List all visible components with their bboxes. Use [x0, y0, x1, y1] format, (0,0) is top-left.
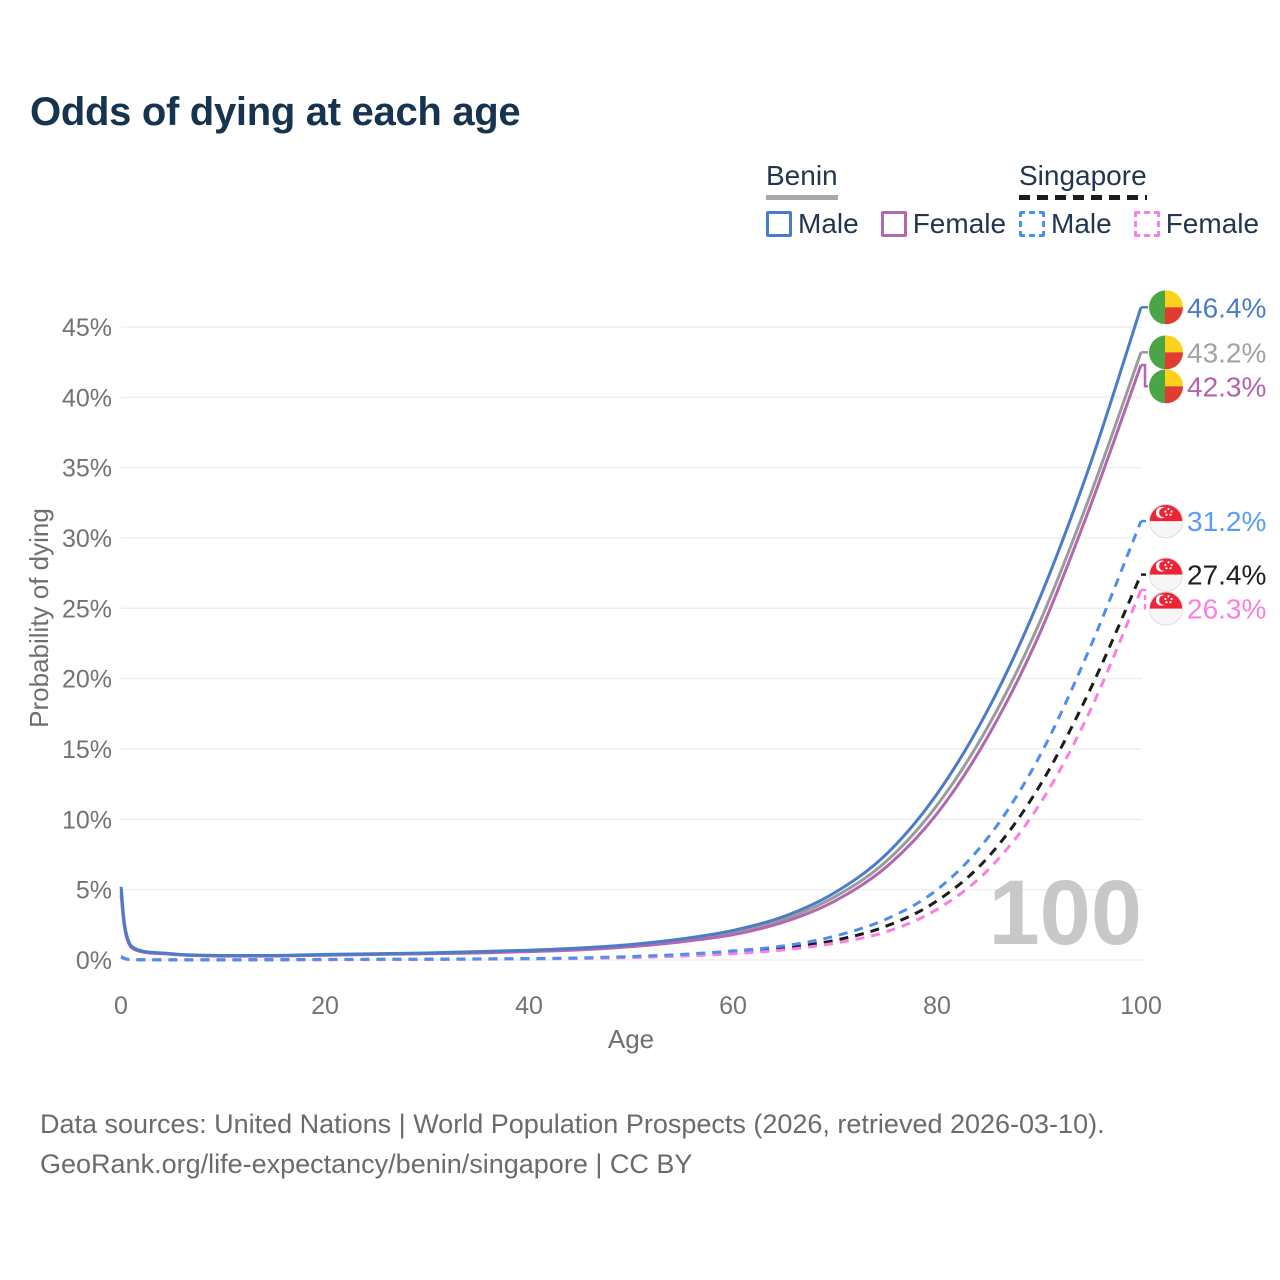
series-line-singapore-female [120, 589, 1143, 962]
singapore-female-swatch-icon [1133, 211, 1160, 237]
y-tick-label: 40% [62, 384, 112, 412]
benin-flag-icon [1149, 369, 1183, 404]
end-label-benin-female: 42.3% [1187, 371, 1266, 402]
end-label-singapore-both: 27.4% [1187, 560, 1266, 591]
y-tick-label: 45% [62, 314, 112, 342]
data-source-note: Data sources: United Nations | World Pop… [40, 1104, 1105, 1184]
label-connector-benin-female [1141, 363, 1148, 388]
x-tick-label: 20 [311, 992, 339, 1020]
singapore-flag-icon [1148, 557, 1184, 592]
y-tick-label: 25% [62, 595, 112, 623]
legend-header-label: Singapore [1019, 160, 1147, 191]
y-tick-label: 10% [62, 806, 112, 834]
singapore-flag-icon [1148, 591, 1184, 626]
legend-group-singapore: Singapore Male Female [1019, 160, 1280, 240]
end-label-singapore-male: 31.2% [1187, 506, 1266, 537]
x-axis-title: Age [608, 1024, 654, 1054]
legend-header-label: Benin [766, 160, 838, 191]
x-tick-label: 100 [1120, 992, 1162, 1020]
benin-line-style-swatch [766, 195, 838, 200]
series-line-benin-male [119, 306, 1143, 958]
benin-flag-icon [1149, 290, 1183, 325]
y-tick-label: 20% [62, 666, 112, 694]
singapore-flag-icon [1148, 504, 1184, 539]
singapore-male-swatch-icon [1019, 211, 1045, 237]
y-tick-label: 15% [62, 736, 112, 764]
series-line-singapore-both [120, 573, 1143, 962]
series-line-singapore-male [120, 520, 1143, 962]
x-tick-label: 80 [923, 992, 951, 1020]
legend-items-singapore: Male Female [1019, 208, 1280, 240]
legend-item-label: Female [912, 208, 1007, 239]
x-tick-label: 40 [515, 992, 543, 1020]
legend-item-label: Male [1051, 208, 1112, 239]
label-connector-singapore-female [1141, 588, 1148, 610]
legend-group-benin: Benin Male Female [766, 160, 1028, 240]
age-counter-watermark: 100 [989, 862, 1143, 964]
end-label-singapore-female: 26.3% [1187, 594, 1266, 625]
legend-items-benin: Male Female [766, 208, 1028, 240]
source-line-1: Data sources: United Nations | World Pop… [40, 1109, 1105, 1139]
benin-female-swatch-icon [880, 211, 907, 237]
end-label-benin-male: 46.4% [1187, 292, 1266, 323]
x-tick-label: 0 [114, 992, 128, 1020]
benin-flag-icon [1149, 335, 1183, 370]
page-title: Odds of dying at each age [30, 90, 521, 134]
y-tick-label: 35% [62, 455, 112, 483]
source-line-2: GeoRank.org/life-expectancy/benin/singap… [40, 1149, 693, 1179]
y-tick-label: 0% [76, 947, 112, 975]
legend-header-benin: Benin [766, 160, 838, 200]
y-tick-label: 30% [62, 525, 112, 553]
end-label-benin-both: 43.2% [1187, 337, 1266, 368]
x-tick-label: 60 [719, 992, 747, 1020]
legend-item-label: Female [1165, 208, 1260, 239]
singapore-line-style-swatch [1019, 195, 1147, 200]
legend-header-singapore: Singapore [1019, 160, 1147, 200]
legend-item-label: Male [798, 208, 859, 239]
benin-male-swatch-icon [766, 211, 792, 237]
y-tick-label: 5% [76, 877, 112, 905]
y-axis-title: Probability of dying [24, 508, 54, 728]
